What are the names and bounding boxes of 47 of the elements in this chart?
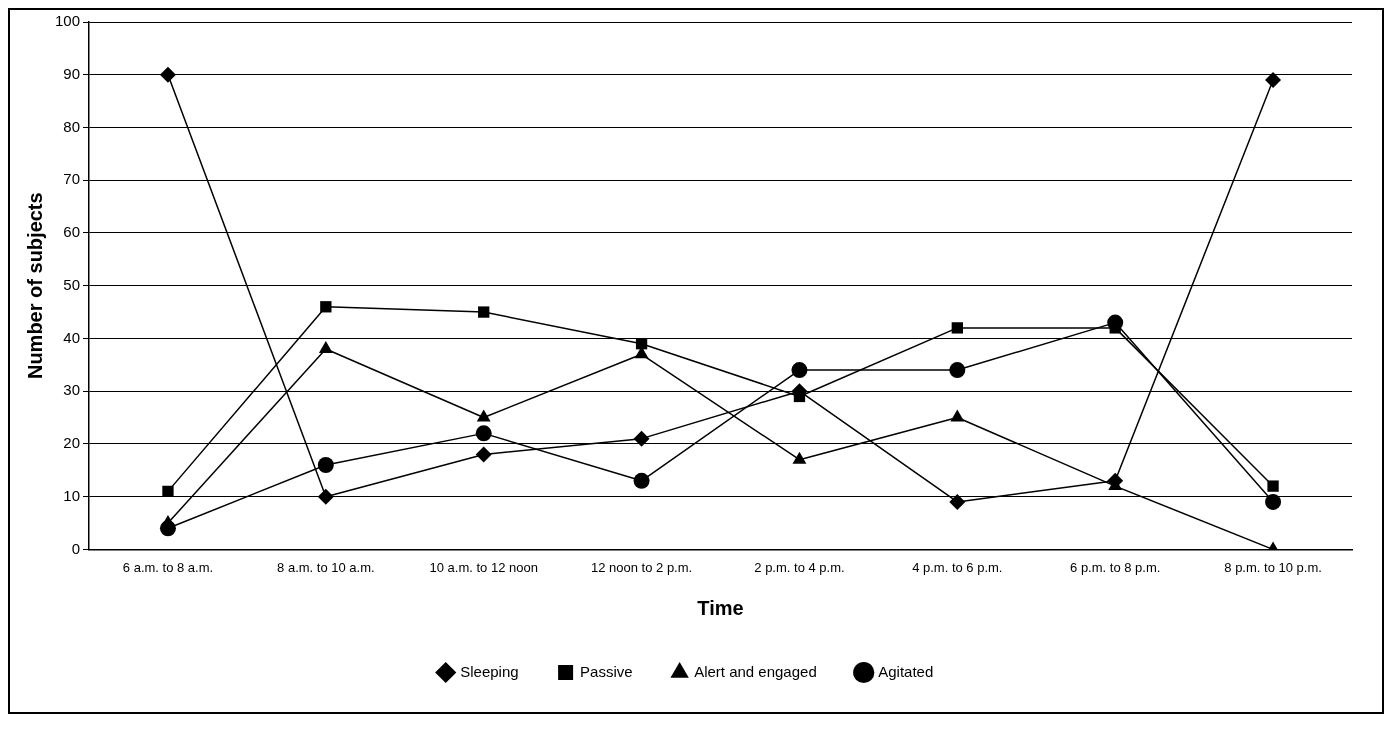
y-tick-label: 30 [63, 381, 81, 399]
legend-label: Alert and engaged [694, 662, 817, 680]
point [633, 472, 650, 489]
point [1265, 72, 1282, 89]
legend-label: Passive [580, 662, 633, 680]
y-tick-label: 0 [71, 539, 81, 557]
x-tick-label: 8 a.m. to 10 a.m. [277, 559, 375, 575]
point [478, 306, 490, 318]
x-tick-label: 12 noon to 2 p.m. [590, 559, 693, 575]
y-tick-label: 10 [63, 486, 81, 504]
legend-label: Agitated [878, 662, 934, 680]
y-tick-label: 20 [63, 434, 81, 452]
y-axis-title: Number of subjects [23, 192, 46, 380]
point [159, 520, 176, 537]
point [1267, 480, 1279, 492]
point [951, 322, 963, 334]
x-tick-label: 4 p.m. to 6 p.m. [912, 559, 1003, 575]
y-tick-label: 60 [63, 223, 81, 241]
x-tick-label: 8 p.m. to 10 p.m. [1224, 559, 1322, 575]
point [949, 362, 966, 379]
point [1107, 314, 1124, 331]
y-tick-label: 90 [63, 64, 81, 82]
point [320, 301, 332, 313]
point [159, 66, 176, 83]
point [475, 425, 492, 442]
point [317, 488, 334, 505]
point [791, 362, 808, 379]
x-axis-title: Time [697, 596, 744, 619]
y-tick-label: 70 [63, 170, 81, 188]
point [635, 338, 648, 350]
point [317, 457, 334, 474]
point [1265, 493, 1282, 510]
point [633, 430, 650, 447]
x-tick-label: 6 a.m. to 8 a.m. [122, 559, 214, 575]
legend-label: Sleeping [460, 662, 519, 680]
point [792, 451, 807, 464]
x-tick-label: 6 p.m. to 8 p.m. [1070, 559, 1161, 575]
point [950, 409, 965, 422]
y-tick-label: 100 [55, 12, 81, 30]
point [475, 446, 492, 463]
y-tick-label: 40 [63, 328, 81, 346]
point [476, 409, 491, 422]
x-tick-label: 10 a.m. to 12 noon [429, 559, 538, 575]
point [949, 493, 966, 510]
x-tick-label: 2 p.m. to 4 p.m. [754, 559, 845, 575]
y-tick-label: 50 [63, 275, 81, 293]
y-tick-label: 80 [63, 117, 81, 135]
